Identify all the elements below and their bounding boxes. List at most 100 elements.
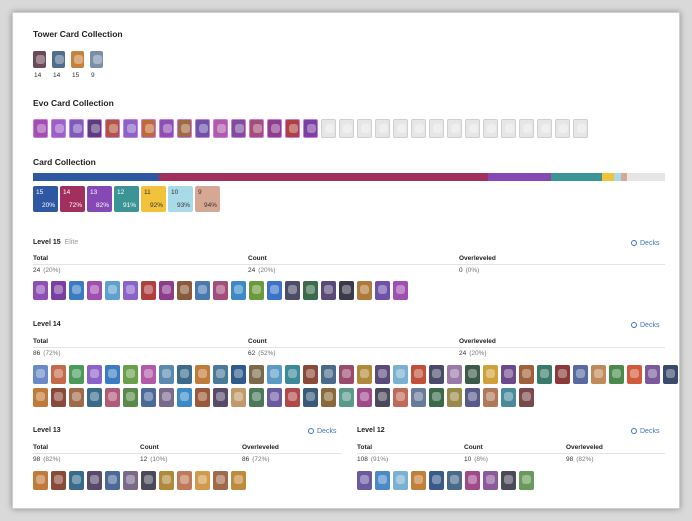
card-icon[interactable] [141,388,156,407]
card-icon[interactable] [303,281,318,300]
card-icon[interactable] [393,471,408,490]
card-icon[interactable] [123,471,138,490]
card-icon[interactable] [213,388,228,407]
evo-card[interactable] [177,119,192,138]
card-icon[interactable] [447,471,462,490]
card-icon[interactable] [591,365,606,384]
card-icon[interactable] [627,365,642,384]
card-icon[interactable] [105,388,120,407]
evo-card-locked[interactable] [555,119,570,138]
card-icon[interactable] [501,365,516,384]
evo-card-locked[interactable] [483,119,498,138]
card-icon[interactable] [321,365,336,384]
level-14-decks-link[interactable]: Decks [631,321,659,329]
card-icon[interactable] [267,388,282,407]
card-icon[interactable] [303,388,318,407]
evo-card[interactable] [69,119,84,138]
card-icon[interactable] [285,365,300,384]
card-icon[interactable] [357,388,372,407]
card-icon[interactable] [33,365,48,384]
evo-card-locked[interactable] [429,119,444,138]
card-icon[interactable] [339,281,354,300]
evo-card[interactable] [303,119,318,138]
card-icon[interactable] [69,388,84,407]
card-icon[interactable] [375,471,390,490]
card-icon[interactable] [141,471,156,490]
card-icon[interactable] [249,365,264,384]
evo-card[interactable] [267,119,282,138]
card-icon[interactable] [231,365,246,384]
card-icon[interactable] [465,365,480,384]
card-icon[interactable] [195,388,210,407]
evo-card-locked[interactable] [465,119,480,138]
card-icon[interactable] [105,471,120,490]
card-icon[interactable] [573,365,588,384]
card-icon[interactable] [411,365,426,384]
card-icon[interactable] [177,388,192,407]
evo-card-locked[interactable] [519,119,534,138]
card-icon[interactable] [195,281,210,300]
card-icon[interactable] [69,471,84,490]
evo-card[interactable] [195,119,210,138]
card-icon[interactable] [321,388,336,407]
evo-card[interactable] [87,119,102,138]
card-icon[interactable] [159,281,174,300]
card-icon[interactable] [33,281,48,300]
evo-card-locked[interactable] [393,119,408,138]
evo-card[interactable] [33,119,48,138]
card-icon[interactable] [177,281,192,300]
evo-card-locked[interactable] [375,119,390,138]
evo-card[interactable] [159,119,174,138]
card-icon[interactable] [303,365,318,384]
card-icon[interactable] [231,471,246,490]
card-icon[interactable] [87,471,102,490]
card-icon[interactable] [339,365,354,384]
card-icon[interactable] [321,281,336,300]
evo-card-locked[interactable] [321,119,336,138]
card-icon[interactable] [357,281,372,300]
card-icon[interactable] [375,281,390,300]
card-icon[interactable] [51,388,66,407]
card-icon[interactable] [33,471,48,490]
card-icon[interactable] [537,365,552,384]
card-icon[interactable] [123,281,138,300]
card-icon[interactable] [483,388,498,407]
evo-card[interactable] [285,119,300,138]
card-icon[interactable] [177,471,192,490]
card-icon[interactable] [141,365,156,384]
evo-card[interactable] [51,119,66,138]
evo-card[interactable] [231,119,246,138]
card-icon[interactable] [519,388,534,407]
card-icon[interactable] [393,365,408,384]
card-icon[interactable] [159,365,174,384]
card-icon[interactable] [213,365,228,384]
card-icon[interactable] [141,281,156,300]
card-icon[interactable] [231,388,246,407]
card-icon[interactable] [429,471,444,490]
card-icon[interactable] [87,281,102,300]
card-icon[interactable] [519,471,534,490]
card-icon[interactable] [195,365,210,384]
card-icon[interactable] [375,388,390,407]
evo-card-locked[interactable] [357,119,372,138]
evo-card-locked[interactable] [447,119,462,138]
card-icon[interactable] [465,388,480,407]
card-icon[interactable] [195,471,210,490]
card-icon[interactable] [51,471,66,490]
card-icon[interactable] [501,471,516,490]
card-icon[interactable] [411,471,426,490]
card-icon[interactable] [411,388,426,407]
level-12-decks-link[interactable]: Decks [631,427,659,435]
card-icon[interactable] [483,365,498,384]
card-icon[interactable] [447,365,462,384]
level-13-decks-link[interactable]: Decks [308,427,336,435]
card-icon[interactable] [105,365,120,384]
card-icon[interactable] [555,365,570,384]
card-icon[interactable] [447,388,462,407]
card-icon[interactable] [249,281,264,300]
evo-card[interactable] [249,119,264,138]
card-icon[interactable] [69,365,84,384]
card-icon[interactable] [375,365,390,384]
evo-card-locked[interactable] [537,119,552,138]
evo-card[interactable] [213,119,228,138]
